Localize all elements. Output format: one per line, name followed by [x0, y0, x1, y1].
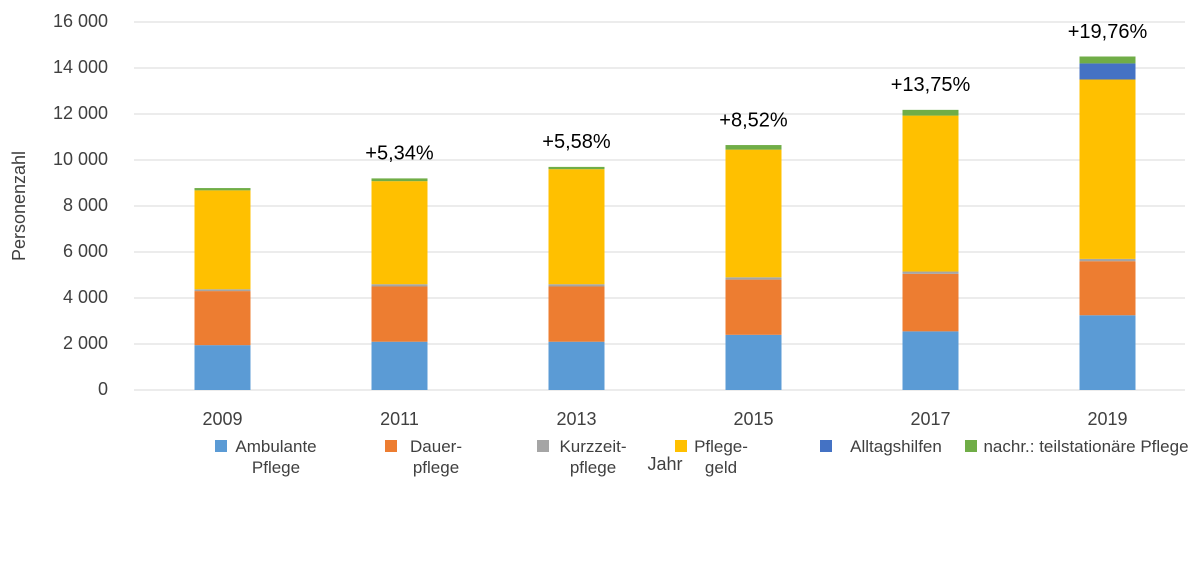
- y-tick-label: 4 000: [63, 287, 108, 307]
- bar-segment: [371, 284, 428, 287]
- bar-segment: [1079, 56, 1136, 64]
- x-tick-label: 2019: [1087, 409, 1127, 429]
- bar-segment: [902, 271, 959, 274]
- bar-segment: [1079, 79, 1136, 259]
- x-tick-label: 2011: [380, 409, 419, 429]
- y-tick-label: 8 000: [63, 195, 108, 215]
- y-tick-label: 0: [98, 379, 108, 399]
- y-tick-label: 10 000: [53, 149, 108, 169]
- bar-segment: [902, 115, 959, 272]
- bar-segment: [371, 181, 428, 285]
- bar-segment: [548, 341, 605, 390]
- bar-segment: [194, 345, 251, 390]
- growth-label: +5,58%: [542, 131, 611, 153]
- legend-label: Ambulante Pflege: [235, 437, 317, 477]
- bar-segment: [548, 284, 605, 287]
- bar-segment: [194, 188, 251, 191]
- bar-segment: [1079, 258, 1136, 262]
- legend-item: nachr.: teilstationäre Pflege: [965, 436, 1191, 457]
- bar-segment: [548, 166, 605, 170]
- legend-swatch: [820, 440, 832, 452]
- legend-label: Pflege-geld: [694, 437, 748, 477]
- x-tick-label: 2017: [910, 409, 950, 429]
- bar-segment: [1079, 315, 1136, 390]
- legend-item: Pflege-geld: [675, 436, 751, 478]
- growth-label: +5,34%: [365, 143, 434, 165]
- legend-swatch: [675, 440, 687, 452]
- bar-segment: [194, 291, 251, 346]
- y-tick-label: 12 000: [53, 103, 108, 123]
- y-axis-title: Personenzahl: [9, 151, 29, 261]
- x-axis-title: Jahr: [647, 454, 682, 474]
- bar-segment: [548, 286, 605, 342]
- y-tick-label: 6 000: [63, 241, 108, 261]
- bar-segment: [1079, 63, 1136, 80]
- bar-segment: [725, 149, 782, 278]
- legend-label: Dauer-pflege: [410, 437, 462, 477]
- bar-segment: [725, 145, 782, 150]
- growth-label: +8,52%: [719, 109, 788, 131]
- bar-segment: [371, 286, 428, 342]
- x-tick-label: 2009: [202, 409, 242, 429]
- bar-segment: [371, 178, 428, 182]
- growth-label: +19,76%: [1068, 21, 1148, 43]
- legend-swatch: [215, 440, 227, 452]
- x-tick-label: 2013: [556, 409, 596, 429]
- legend-item: Alltagshilfen: [820, 436, 956, 457]
- bar-segment: [371, 341, 428, 390]
- legend-item: Ambulante Pflege: [215, 436, 321, 478]
- bar-segment: [902, 331, 959, 390]
- legend-swatch: [537, 440, 549, 452]
- bar-segment: [194, 190, 251, 290]
- bar-segment: [194, 289, 251, 292]
- legend-label: nachr.: teilstationäre Pflege: [983, 437, 1189, 456]
- bar-segment: [725, 334, 782, 390]
- legend-item: Dauer-pflege: [385, 436, 471, 478]
- legend-label: Kurzzeit-pflege: [559, 437, 627, 477]
- x-tick-label: 2015: [733, 409, 773, 429]
- legend-swatch: [385, 440, 397, 452]
- bar-segment: [902, 273, 959, 332]
- y-tick-label: 14 000: [53, 57, 108, 77]
- bar-segment: [725, 277, 782, 280]
- y-tick-label: 2 000: [63, 333, 108, 353]
- legend-label: Alltagshilfen: [850, 437, 942, 456]
- y-tick-label: 16 000: [53, 11, 108, 31]
- bar-segment: [725, 279, 782, 335]
- legend-swatch: [965, 440, 977, 452]
- growth-label: +13,75%: [891, 74, 971, 96]
- legend-item: Kurzzeit-pflege: [537, 436, 633, 478]
- bar-segment: [548, 169, 605, 285]
- bar-segment: [1079, 261, 1136, 316]
- bar-segment: [902, 109, 959, 116]
